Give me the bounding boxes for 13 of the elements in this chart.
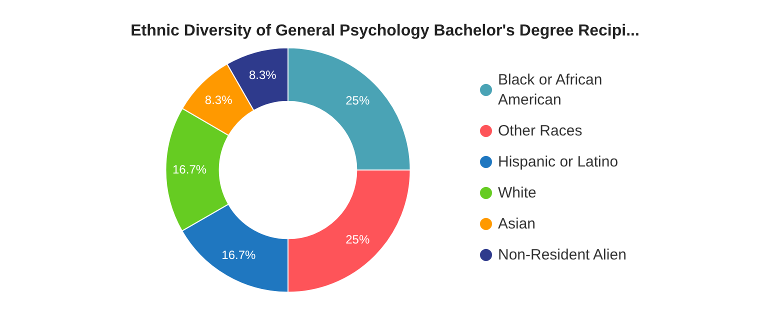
data-label: 8.3% <box>248 68 277 82</box>
data-label: 25% <box>346 93 370 108</box>
legend-label: Hispanic or Latino <box>498 154 618 170</box>
data-label: 16.7% <box>222 248 256 262</box>
data-label: 16.7% <box>172 162 207 177</box>
legend-label: Asian <box>498 216 536 232</box>
data-label: 8.3% <box>204 93 233 108</box>
data-label: 25% <box>346 232 370 247</box>
legend-label: Non-Resident Alien <box>498 246 626 264</box>
legend-label: Black or African American <box>498 72 606 108</box>
legend-label: Other Races <box>498 122 582 140</box>
chart-title: Ethnic Diversity of General Psychology Bachelor's Degree Recipi... <box>130 22 640 40</box>
legend-label: White <box>498 184 536 202</box>
